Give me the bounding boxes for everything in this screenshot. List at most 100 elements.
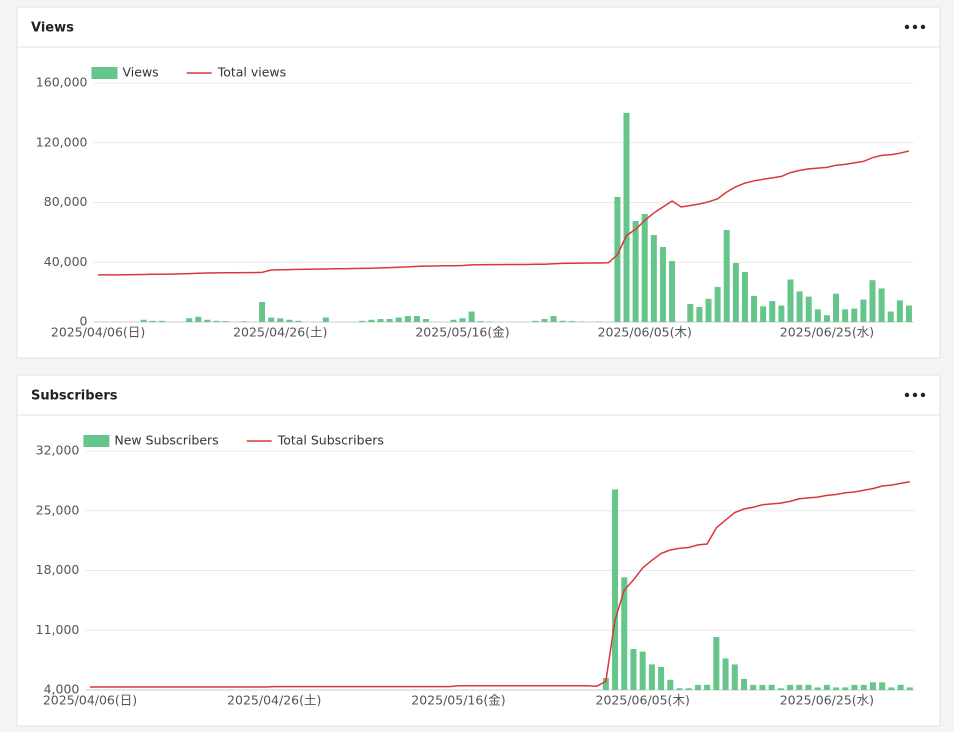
bar xyxy=(851,684,858,690)
bar xyxy=(796,684,803,690)
bar xyxy=(368,319,375,322)
legend-label: Total views xyxy=(217,65,286,80)
y-tick-label: 160,000 xyxy=(36,75,88,90)
bar xyxy=(659,247,666,322)
legend-swatch xyxy=(91,67,118,79)
bar xyxy=(869,682,876,690)
bar xyxy=(705,298,712,322)
x-tick-label: 2025/04/26(土) xyxy=(233,325,327,340)
bar xyxy=(842,309,849,322)
bar xyxy=(268,317,275,322)
bar xyxy=(650,235,657,322)
bar xyxy=(878,288,885,322)
line xyxy=(90,480,910,688)
bar xyxy=(395,317,402,322)
bar xyxy=(614,196,621,322)
y-tick-label: 80,000 xyxy=(44,194,88,209)
bar xyxy=(750,684,757,690)
bar xyxy=(413,316,420,322)
bar xyxy=(277,318,284,322)
bar xyxy=(887,311,894,322)
bar xyxy=(759,684,766,690)
bar xyxy=(550,316,557,322)
x-tick-label: 2025/04/26(土) xyxy=(227,693,321,708)
bar xyxy=(295,320,302,322)
bar xyxy=(714,286,721,322)
bar xyxy=(897,684,904,690)
bar xyxy=(740,678,747,690)
bar xyxy=(158,320,165,322)
bar xyxy=(140,319,147,322)
bar xyxy=(760,306,767,322)
bar xyxy=(149,320,156,322)
bar xyxy=(377,319,384,322)
bar xyxy=(860,684,867,690)
bar xyxy=(658,666,665,690)
bar xyxy=(195,316,202,322)
panel-title: Subscribers xyxy=(31,389,118,404)
panel-title: Views xyxy=(31,21,74,36)
line xyxy=(98,150,910,276)
bar xyxy=(731,664,738,690)
bar xyxy=(732,262,739,322)
bar xyxy=(240,321,247,322)
x-tick-label: 2025/04/06(日) xyxy=(43,693,137,708)
bar xyxy=(213,320,220,322)
bar xyxy=(842,687,849,690)
y-tick-label: 25,000 xyxy=(36,502,80,517)
bar xyxy=(648,664,655,690)
bar xyxy=(450,319,457,322)
bar xyxy=(186,318,193,322)
bar xyxy=(630,649,637,690)
bar xyxy=(477,321,484,322)
bar xyxy=(704,684,711,690)
bar xyxy=(676,688,683,690)
bar xyxy=(621,577,628,690)
bar xyxy=(778,305,785,322)
bar xyxy=(823,684,830,690)
bar xyxy=(805,684,812,690)
bar xyxy=(322,317,329,322)
bar xyxy=(741,271,748,322)
bar xyxy=(559,320,566,322)
bar xyxy=(723,229,730,322)
bar xyxy=(694,684,701,690)
bar xyxy=(423,319,430,322)
menu-button[interactable] xyxy=(904,24,926,30)
legend-label: New Subscribers xyxy=(114,433,218,448)
bar xyxy=(602,678,609,690)
bar xyxy=(805,296,812,322)
bar xyxy=(639,651,646,690)
menu-button[interactable] xyxy=(904,392,926,398)
bar xyxy=(888,687,895,690)
bar xyxy=(404,316,411,322)
bar xyxy=(222,321,229,322)
bar xyxy=(869,280,876,322)
panel xyxy=(16,374,941,727)
bar xyxy=(896,300,903,322)
x-tick-label: 2025/06/05(木) xyxy=(596,693,690,708)
y-tick-label: 120,000 xyxy=(36,134,88,149)
legend-label: Views xyxy=(123,65,159,80)
bar xyxy=(687,304,694,322)
bar xyxy=(814,687,821,690)
bar xyxy=(751,295,758,322)
y-tick-label: 11,000 xyxy=(36,622,80,637)
bar xyxy=(532,320,539,322)
bar xyxy=(568,321,575,322)
y-tick-label: 40,000 xyxy=(44,254,88,269)
x-tick-label: 2025/06/05(木) xyxy=(598,325,692,340)
bar xyxy=(386,319,393,322)
bar xyxy=(833,293,840,322)
bar xyxy=(787,279,794,322)
bar xyxy=(669,261,676,322)
bar xyxy=(860,299,867,322)
bar xyxy=(468,311,475,322)
bar xyxy=(667,679,674,690)
bar xyxy=(713,637,720,690)
bar xyxy=(632,221,639,322)
bar xyxy=(851,308,858,322)
bar xyxy=(641,214,648,322)
